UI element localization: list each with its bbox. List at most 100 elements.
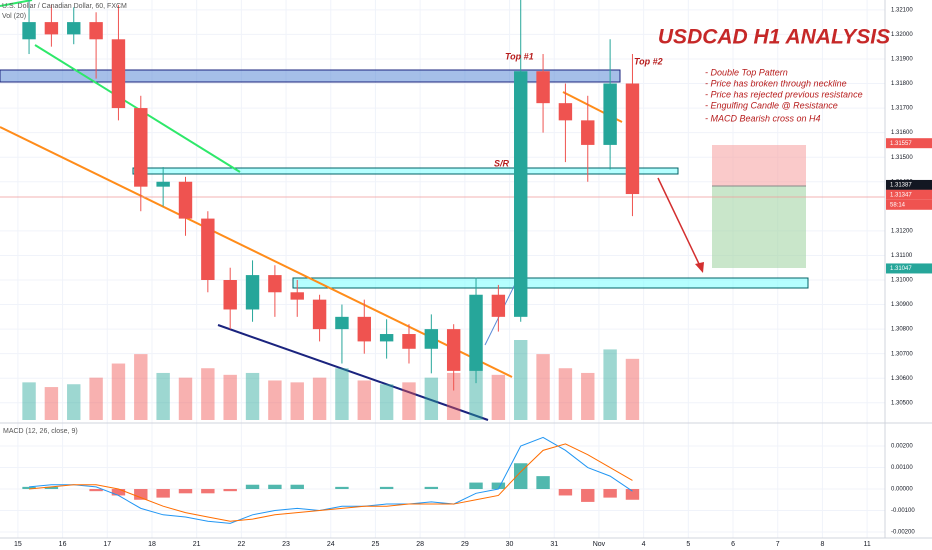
x-tick-label: 30 [506, 541, 514, 548]
x-tick-label: 17 [103, 541, 111, 548]
trend-line [0, 0, 33, 7]
sr-zone [132, 167, 679, 175]
y-tick-label: 1.30600 [891, 376, 913, 382]
volume-bar [402, 382, 416, 420]
volume-bar [111, 363, 126, 420]
macd-histogram-bar [514, 463, 528, 490]
macd-histogram-bar [111, 489, 126, 496]
price-marker [886, 138, 932, 149]
candle-body [424, 329, 439, 349]
candle-body [446, 329, 461, 371]
x-tick-label: 25 [372, 541, 380, 548]
volume-bar [290, 382, 304, 420]
x-tick-label: 8 [820, 541, 824, 548]
volume-bar [446, 372, 461, 420]
x-tick-label: 28 [416, 541, 424, 548]
candle-body [245, 275, 260, 310]
volume-bar [44, 387, 59, 420]
x-tick-label: 6 [731, 541, 735, 548]
macd-histogram-bar [22, 486, 36, 490]
x-tick-label: 5 [686, 541, 690, 548]
candle-body [491, 294, 506, 317]
volume-bar [178, 377, 193, 420]
price-marker [886, 189, 932, 200]
candle-body [178, 181, 193, 219]
y-tick-label: 1.31700 [891, 106, 913, 112]
y-tick-label: 1.30500 [891, 400, 913, 406]
price-marker [886, 263, 932, 274]
y-tick-label: 1.30900 [891, 302, 913, 308]
macd-histogram-bar [201, 489, 215, 494]
candle-body [536, 71, 550, 104]
x-tick-label: Nov [593, 541, 606, 548]
x-tick-label: 16 [59, 541, 67, 548]
macd-histogram-bar [335, 486, 349, 490]
macd-histogram-bar [536, 476, 550, 490]
macd-histogram-bar [491, 482, 506, 490]
volume-bar [156, 372, 170, 420]
volume-bar [514, 340, 528, 420]
candle-body [357, 316, 371, 342]
volume-bar [268, 380, 282, 420]
price-marker-label: 1.31047 [890, 266, 912, 272]
y-tick-label: 1.31900 [891, 57, 913, 63]
volume-bar [625, 358, 640, 420]
volume-bar [335, 368, 349, 420]
arrow-head [695, 262, 704, 273]
volume-bar [312, 377, 327, 420]
candle-body [402, 334, 416, 349]
macd-histogram-bar [290, 484, 304, 490]
volume-bar [134, 354, 148, 420]
macd-label: MACD (12, 26, close, 9) [3, 428, 78, 435]
x-tick-label: 23 [282, 541, 290, 548]
annotation: S/R [494, 158, 510, 168]
macd-histogram-bar [558, 489, 573, 496]
candle-body [625, 83, 640, 195]
y-tick-label: 0.00000 [891, 487, 913, 493]
y-tick-label: 0.00100 [891, 465, 913, 471]
candle-body [514, 71, 528, 317]
y-tick-label: 1.31100 [891, 253, 913, 259]
volume-bar [245, 372, 260, 420]
price-marker-label: 1.31387 [890, 183, 912, 189]
volume-bar [581, 372, 595, 420]
volume-bar [469, 363, 483, 420]
countdown: 58:14 [890, 202, 906, 208]
y-tick-label: 1.31500 [891, 155, 913, 161]
candle-body [22, 22, 36, 40]
x-tick-label: 31 [550, 541, 558, 548]
candle-body [603, 83, 617, 145]
candle-body [111, 39, 126, 109]
candle-body [335, 316, 349, 330]
volume-bar [491, 374, 506, 420]
candle-body [44, 22, 59, 35]
macd-histogram-bar [223, 489, 237, 492]
candle-body [156, 181, 170, 187]
y-tick-label: 1.32000 [891, 32, 913, 38]
candle-body [268, 275, 282, 293]
candle-body [67, 22, 81, 35]
y-tick-label: 1.31800 [891, 81, 913, 87]
volume-bar [89, 377, 103, 420]
y-tick-label: 1.31000 [891, 278, 913, 284]
x-tick-label: 15 [14, 541, 22, 548]
target-zone [712, 186, 806, 268]
y-tick-label: 1.30700 [891, 351, 913, 357]
note: - Double Top Pattern [705, 67, 788, 77]
macd-histogram-bar [89, 489, 103, 492]
macd-histogram-bar [156, 489, 170, 498]
macd-line [29, 436, 633, 524]
support-zone [292, 277, 809, 289]
y-tick-label: 1.30800 [891, 327, 913, 333]
candle-body [469, 294, 483, 371]
price-marker [886, 179, 932, 190]
signal-line [29, 443, 633, 522]
x-tick-label: 4 [642, 541, 646, 548]
annotation: Top #2 [634, 56, 663, 66]
macd-histogram-bar [581, 489, 595, 502]
candle-body [558, 103, 573, 121]
volume-bar [201, 368, 215, 420]
x-tick-label: 18 [148, 541, 156, 548]
